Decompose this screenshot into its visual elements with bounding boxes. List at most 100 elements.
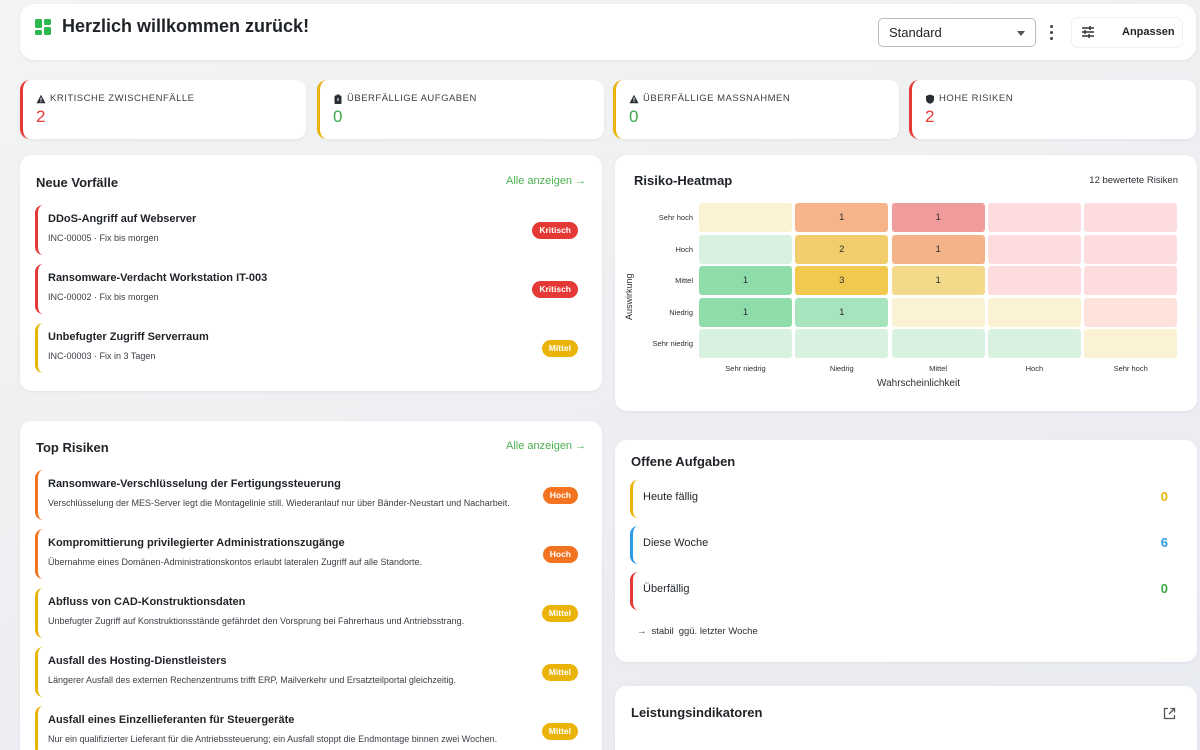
heatmap-cell[interactable]	[699, 234, 792, 264]
header-bar: Herzlich willkommen zurück! Standard Anp…	[20, 4, 1196, 60]
heatmap-cell[interactable]	[987, 203, 1081, 232]
kpi-label-row: HOHE RISIKEN	[925, 93, 1013, 104]
risk-item[interactable]: Ausfall eines Einzellieferanten für Steu…	[35, 706, 578, 750]
heatmap-title: Risiko-Heatmap	[634, 173, 733, 188]
task-row[interactable]: Überfällig 0	[630, 572, 1168, 610]
incidents-title: Neue Vorfälle	[36, 175, 119, 190]
heatmap-cell[interactable]	[987, 329, 1081, 358]
tasks-trend: → stabil ggü. letzter Woche	[637, 626, 758, 637]
risk-description: Übernahme eines Domänen-Administrationsk…	[48, 557, 423, 567]
risk-level-badge: Mittel	[541, 605, 578, 622]
heatmap-cell[interactable]	[1084, 234, 1178, 264]
kpi-value: 0	[333, 107, 343, 126]
open-tasks-card: Offene Aufgaben Heute fällig 0 Diese Woche…	[615, 440, 1197, 662]
shield-icon	[925, 94, 935, 104]
customize-button[interactable]: Anpassen	[1072, 18, 1182, 47]
incident-item[interactable]: DDoS-Angriff auf Webserver INC-00005 · Fi…	[35, 205, 578, 255]
heatmap-cell[interactable]	[987, 297, 1081, 327]
risk-title: Ausfall eines Einzellieferanten für Steu…	[48, 714, 295, 726]
heatmap-row-label: Mittel	[675, 276, 693, 285]
view-select-value: Standard	[889, 25, 942, 40]
risk-title: Kompromittierung privilegierter Administ…	[48, 537, 345, 549]
tasks-trend-suffix: ggü. letzter Woche	[678, 626, 758, 637]
risk-item[interactable]: Ransomware-Verschlüsselung der Fertigung…	[35, 470, 578, 520]
tasks-trend-word: stabil	[651, 626, 674, 637]
top-risks-title: Top Risiken	[36, 440, 109, 455]
task-count: 0	[1160, 581, 1168, 596]
heatmap-cell[interactable]: 3	[795, 266, 889, 295]
heatmap-cell[interactable]	[1084, 329, 1178, 358]
task-label: Überfällig	[643, 583, 690, 595]
heatmap-col-label: Mittel	[929, 363, 948, 373]
heatmap-cell[interactable]	[891, 329, 985, 358]
heatmap-cell[interactable]	[1084, 266, 1178, 295]
chevron-down-icon	[1017, 31, 1025, 36]
heatmap-col-label: Niedrig	[829, 363, 854, 373]
heatmap-cell[interactable]: 1	[891, 266, 985, 295]
heatmap-col-label: Sehr niedrig	[725, 363, 766, 373]
heatmap-cell[interactable]: 2	[795, 234, 889, 264]
heatmap-cell[interactable]: 1	[795, 203, 889, 232]
view-select[interactable]: Standard	[878, 18, 1036, 47]
risk-description: Verschlüsselung der MES-Server legt die …	[48, 498, 510, 508]
heatmap-row-label: Niedrig	[669, 307, 693, 317]
severity-badge: Kritisch	[532, 222, 578, 239]
warning-icon	[36, 94, 46, 104]
top-risks-card: Top Risiken Alle anzeigen → Ransomware-V…	[20, 421, 602, 750]
heatmap-cell[interactable]: 1	[699, 297, 792, 327]
task-row[interactable]: Diese Woche 6	[630, 526, 1168, 564]
performance-indicators-title: Leistungsindikatoren	[631, 705, 763, 720]
risk-description: Unbefugter Zugriff auf Konstruktionsstän…	[48, 616, 465, 626]
heatmap-cell[interactable]: 1	[795, 297, 889, 327]
incidents-card: Neue Vorfälle Alle anzeigen → DDoS-Angri…	[20, 155, 602, 391]
heatmap-cell[interactable]: 1	[699, 266, 792, 295]
more-options-icon[interactable]	[1047, 24, 1057, 42]
heatmap-cell[interactable]: 1	[891, 234, 985, 264]
heatmap-cell[interactable]	[1084, 297, 1178, 327]
risk-item[interactable]: Kompromittierung privilegierter Administ…	[35, 529, 578, 579]
heatmap-cell[interactable]	[699, 329, 792, 358]
incident-item[interactable]: Ransomware-Verdacht Workstation IT-003 IN…	[35, 264, 578, 314]
kpi-label: ÜBERFÄLLIGE MASSNAHMEN	[643, 93, 791, 104]
heatmap-cell[interactable]	[891, 297, 985, 327]
arrow-right-icon: →	[637, 626, 647, 637]
heatmap-row-label: Sehr niedrig	[652, 339, 693, 348]
risk-description: Nur ein qualifizierter Lieferant für die…	[48, 734, 498, 744]
page-title: Herzlich willkommen zurück!	[62, 16, 310, 36]
incident-meta: INC-00003 · Fix in 3 Tagen	[48, 351, 156, 361]
dashboard-icon	[35, 19, 51, 35]
heatmap-cell[interactable]	[1084, 203, 1178, 232]
task-row[interactable]: Heute fällig 0	[630, 480, 1168, 518]
incidents-show-all-link[interactable]: Alle anzeigen →	[506, 175, 587, 187]
kpi-card: KRITISCHE ZWISCHENFÄLLE 2	[20, 80, 306, 139]
kpi-card: ÜBERFÄLLIGE MASSNAHMEN 0	[613, 80, 899, 139]
heatmap-cell[interactable]	[699, 203, 792, 232]
heatmap-x-axis-label: Wahrscheinlichkeit	[877, 378, 960, 389]
incident-title: Unbefugter Zugriff Serverraum	[48, 331, 209, 343]
risk-title: Ransomware-Verschlüsselung der Fertigung…	[48, 478, 341, 490]
external-link-icon[interactable]	[1163, 707, 1176, 720]
open-tasks-title: Offene Aufgaben	[631, 454, 736, 469]
warning-icon	[629, 94, 639, 104]
risk-item[interactable]: Ausfall des Hosting-Dienstleisters Länger…	[35, 647, 578, 697]
incident-item[interactable]: Unbefugter Zugriff Serverraum INC-00003 ·…	[35, 323, 578, 373]
heatmap-cell[interactable]	[987, 234, 1081, 264]
incident-title: DDoS-Angriff auf Webserver	[48, 213, 197, 225]
heatmap-cell[interactable]	[987, 266, 1081, 295]
kpi-label-row: ÜBERFÄLLIGE AUFGABEN	[333, 93, 477, 104]
heatmap-card: Risiko-Heatmap 12 bewertete Risiken Ausw…	[615, 155, 1197, 411]
risk-level-badge: Hoch	[542, 546, 578, 563]
heatmap-cell[interactable]	[795, 329, 889, 358]
heatmap-cell[interactable]: 1	[891, 203, 985, 232]
kpi-value: 2	[925, 107, 935, 126]
kpi-label-row: KRITISCHE ZWISCHENFÄLLE	[36, 93, 195, 104]
customize-label: Anpassen	[1122, 26, 1175, 38]
severity-badge: Kritisch	[532, 281, 578, 298]
incident-meta: INC-00005 · Fix bis morgen	[48, 233, 159, 243]
kpi-value: 2	[36, 107, 46, 126]
risk-item[interactable]: Abfluss von CAD-Konstruktionsdaten Unbefu…	[35, 588, 578, 638]
top-risks-show-all-link[interactable]: Alle anzeigen →	[506, 440, 587, 452]
performance-indicators-card: Leistungsindikatoren	[615, 686, 1197, 750]
task-label: Diese Woche	[643, 537, 709, 549]
risk-title: Ausfall des Hosting-Dienstleisters	[48, 655, 227, 667]
